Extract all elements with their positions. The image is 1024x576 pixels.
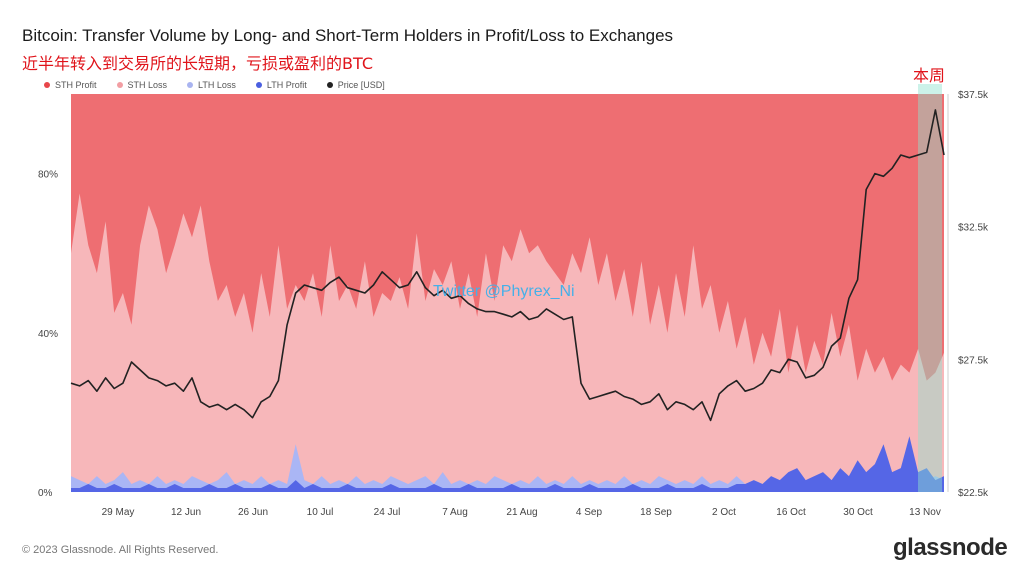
legend-label: Price [USD]: [337, 80, 385, 90]
legend-label: LTH Profit: [266, 80, 307, 90]
watermark: Twitter @Phyrex_Ni: [433, 283, 575, 300]
x-tick-label: 29 May: [102, 507, 135, 518]
y-right-tick-label: $37.5k: [958, 90, 989, 101]
price-line: [70, 109, 945, 422]
y-left-tick-label: 40%: [38, 329, 58, 340]
lth-loss-area: [71, 444, 944, 492]
this-week-annotation: 本周: [913, 66, 946, 85]
copyright-footer: © 2023 Glassnode. All Rights Reserved.: [22, 544, 219, 556]
legend-item-lth-profit[interactable]: LTH Profit: [255, 80, 307, 90]
legend-dot: [116, 82, 123, 88]
x-tick-label: 10 Jul: [307, 507, 334, 518]
legend: STH Profit STH Loss LTH Loss LTH Profit …: [44, 80, 385, 90]
legend-label: STH Profit: [55, 80, 97, 90]
x-tick-label: 13 Nov: [909, 507, 941, 518]
x-tick-label: 2 Oct: [712, 507, 736, 518]
y-left-tick-label: 80%: [38, 170, 58, 181]
legend-dot: [187, 82, 194, 88]
sth-loss-area: [71, 193, 944, 492]
legend-dot: [255, 82, 262, 88]
chart-subtitle: 近半年转入到交易所的长短期，亏损或盈利的BTC: [22, 54, 373, 73]
x-tick-label: 4 Sep: [576, 507, 603, 518]
x-tick-label: 7 Aug: [442, 507, 468, 518]
x-tick-label: 30 Oct: [843, 507, 873, 518]
x-tick-label: 24 Jul: [374, 507, 401, 518]
legend-dot: [326, 82, 333, 88]
x-tick-label: 16 Oct: [776, 507, 806, 518]
chart-title: Bitcoin: Transfer Volume by Long- and Sh…: [22, 26, 674, 45]
y-right-tick-label: $22.5k: [958, 488, 989, 499]
glassnode-logo: glassnode: [893, 534, 1008, 561]
legend-dot: [44, 82, 50, 88]
lth-profit-area: [71, 436, 944, 492]
y-left-tick-label: 0%: [38, 488, 53, 499]
legend-item-price[interactable]: Price [USD]: [326, 80, 385, 90]
this-week-highlight: [918, 84, 942, 492]
y-right-tick-label: $27.5k: [958, 355, 989, 366]
legend-label: STH Loss: [127, 80, 168, 90]
x-tick-label: 21 Aug: [506, 507, 537, 518]
legend-item-sth-profit[interactable]: STH Profit: [44, 80, 97, 90]
x-tick-label: 18 Sep: [640, 507, 672, 518]
legend-item-sth-loss[interactable]: STH Loss: [116, 80, 168, 90]
legend-item-lth-loss[interactable]: LTH Loss: [187, 80, 236, 90]
y-right-tick-label: $32.5k: [958, 223, 989, 234]
x-tick-label: 26 Jun: [238, 507, 268, 518]
x-tick-label: 12 Jun: [171, 507, 201, 518]
legend-label: LTH Loss: [198, 80, 236, 90]
